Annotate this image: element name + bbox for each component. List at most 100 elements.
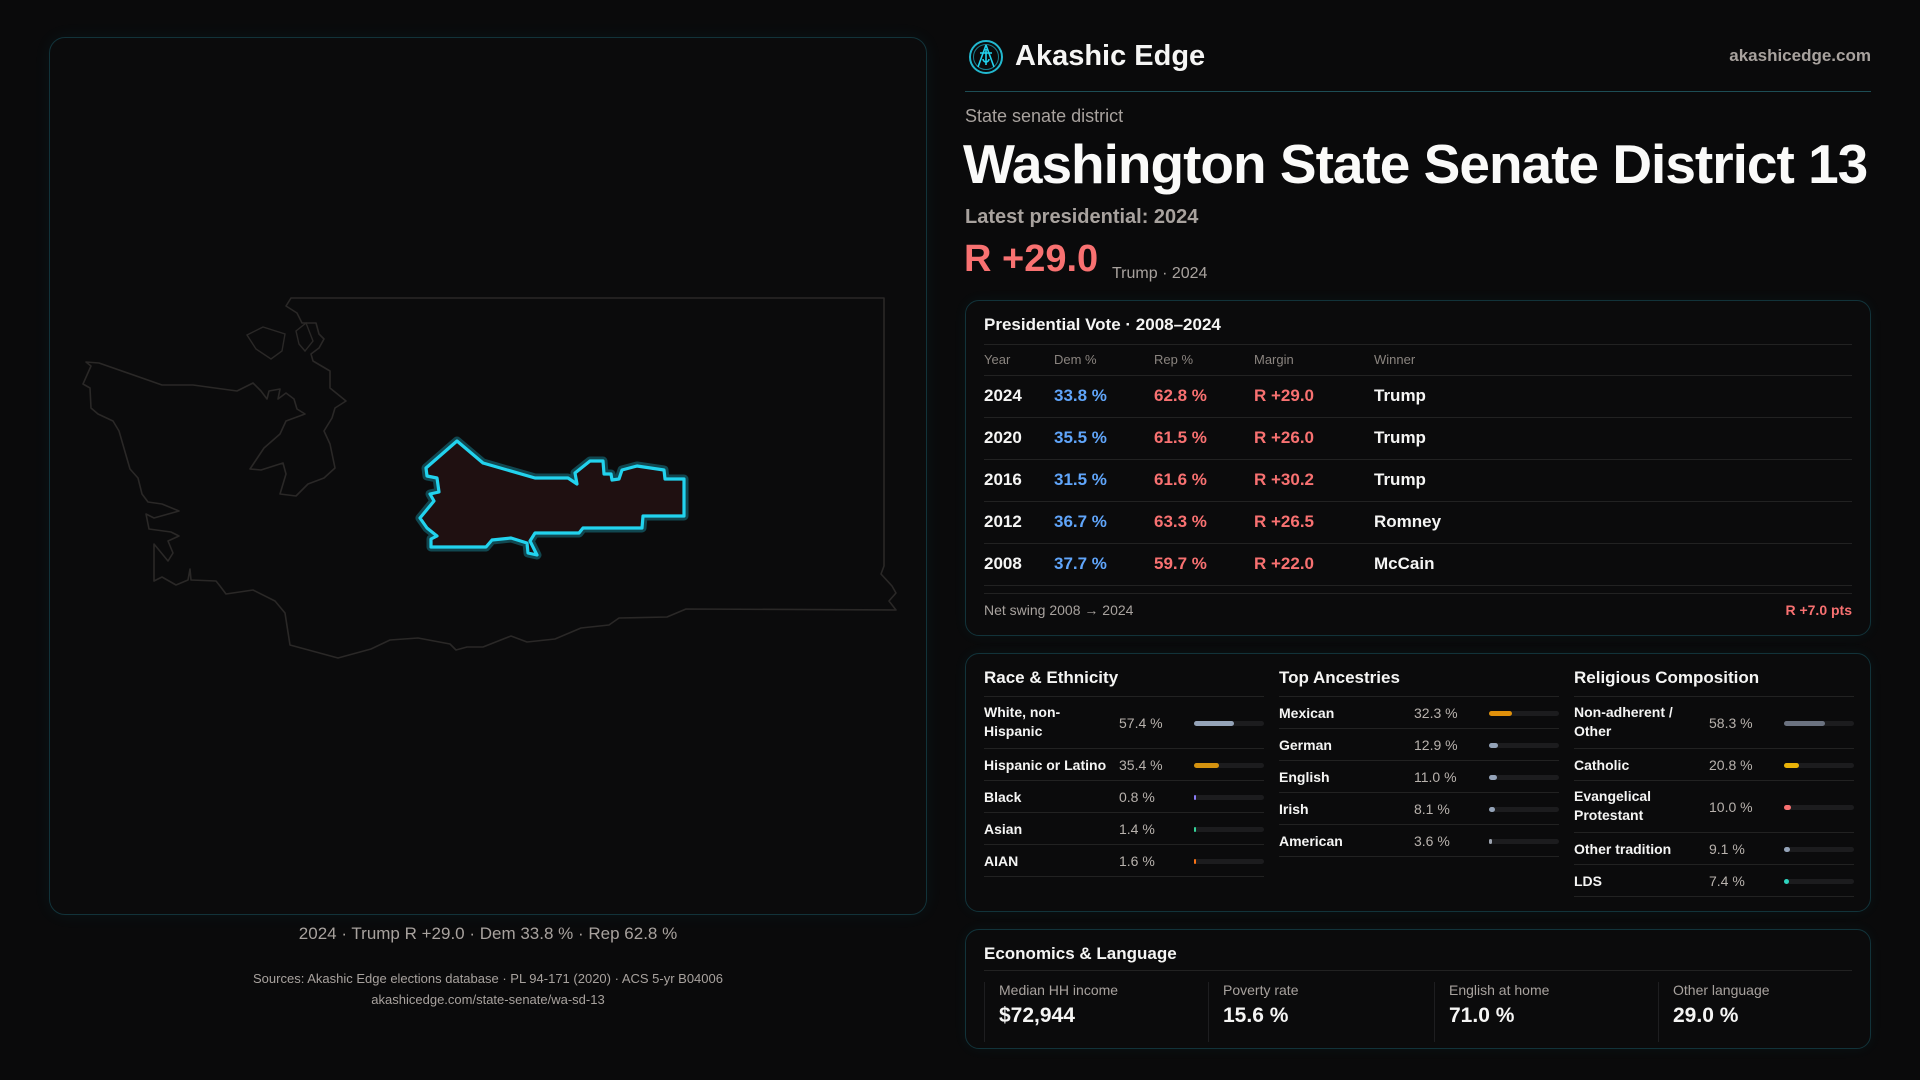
cell-rep: 61.5 % — [1154, 428, 1207, 447]
cell-rep: 61.6 % — [1154, 470, 1207, 489]
demographic-row: White, non-Hispanic 57.4 % — [984, 697, 1264, 749]
cell-margin: R +26.0 — [1254, 428, 1315, 447]
row-value: 11.0 % — [1414, 769, 1457, 785]
net-swing-value: R +7.0 pts — [1785, 602, 1852, 618]
row-divider — [984, 585, 1852, 586]
section-title: Religious Composition — [1574, 668, 1760, 687]
column-header: Winner — [1374, 352, 1416, 367]
bar-track — [1194, 763, 1264, 768]
demographic-row: Mexican 32.3 % — [1279, 697, 1559, 729]
stat-value: $72,944 — [999, 1004, 1075, 1027]
district-map[interactable] — [50, 38, 928, 916]
stat-value: 29.0 % — [1673, 1004, 1739, 1027]
divider — [984, 593, 1852, 594]
row-value: 57.4 % — [1119, 715, 1163, 731]
bar-fill — [1784, 847, 1791, 852]
cell-year: 2024 — [984, 386, 1022, 405]
row-label: Mexican — [1279, 705, 1335, 721]
stat-value: 15.6 % — [1223, 1004, 1289, 1027]
cell-rep: 59.7 % — [1154, 554, 1207, 573]
demographic-row: American 3.6 % — [1279, 825, 1559, 857]
headline-margin: R +29.0 — [964, 238, 1099, 280]
row-label: White, non-Hispanic — [984, 704, 1061, 739]
religious-composition-section: Religious Composition Non-adherent / Othe… — [1574, 654, 1854, 911]
row-value: 10.0 % — [1709, 799, 1753, 815]
demographic-row: Evangelical Protestant 10.0 % — [1574, 781, 1854, 833]
row-value: 12.9 % — [1414, 737, 1458, 753]
bar-track — [1194, 721, 1264, 726]
island-outline — [245, 326, 286, 360]
row-label: AIAN — [984, 853, 1019, 869]
bar-track — [1489, 775, 1559, 780]
stat-label: English at home — [1449, 982, 1550, 998]
stat-median-hh-income: Median HH income $72,944 — [984, 982, 1204, 1042]
row-label: Black — [984, 789, 1022, 805]
cell-rep: 63.3 % — [1154, 512, 1207, 531]
economics-panel: Economics & Language Median HH income $72… — [965, 929, 1871, 1049]
bar-fill — [1784, 721, 1825, 726]
row-value: 0.8 % — [1119, 789, 1155, 805]
divider — [984, 970, 1852, 971]
divider — [984, 375, 1852, 376]
bar-fill — [1194, 763, 1219, 768]
bar-track — [1784, 721, 1854, 726]
row-label: Catholic — [1574, 757, 1630, 773]
cell-margin: R +22.0 — [1254, 554, 1315, 573]
row-divider — [984, 501, 1852, 502]
demographic-row: Hispanic or Latino 35.4 % — [984, 749, 1264, 781]
demographic-row: Non-adherent / Other 58.3 % — [1574, 697, 1854, 749]
row-divider — [984, 459, 1852, 460]
cell-winner: Trump — [1374, 428, 1426, 447]
cell-year: 2008 — [984, 554, 1022, 573]
map-panel[interactable] — [49, 37, 927, 915]
row-value: 7.4 % — [1709, 873, 1745, 889]
site-link[interactable]: akashicedge.com — [1729, 46, 1871, 65]
demographic-row: Black 0.8 % — [984, 781, 1264, 813]
district-highlight[interactable] — [418, 439, 686, 557]
cell-dem: 33.8 % — [1054, 386, 1107, 405]
row-label: German — [1279, 737, 1332, 753]
demographics-panel: Race & Ethnicity White, non-Hispanic 57.4 … — [965, 653, 1871, 912]
bar-track — [1194, 795, 1264, 800]
stat-value: 71.0 % — [1449, 1004, 1515, 1027]
bar-fill — [1784, 805, 1791, 810]
demographic-row: English 11.0 % — [1279, 761, 1559, 793]
row-label: English — [1279, 769, 1330, 785]
stat-other-language: Other language 29.0 % — [1658, 982, 1878, 1042]
cell-dem: 35.5 % — [1054, 428, 1107, 447]
stat-english-at-home: English at home 71.0 % — [1434, 982, 1654, 1042]
panel-title: Economics & Language — [984, 944, 1177, 963]
cell-winner: McCain — [1374, 554, 1435, 573]
map-caption: 2024 · Trump R +29.0 · Dem 33.8 % · Rep … — [298, 924, 678, 943]
stat-label: Poverty rate — [1223, 982, 1299, 998]
row-divider — [984, 543, 1852, 544]
akashic-logo-icon — [969, 40, 1003, 74]
divider — [1279, 696, 1559, 697]
presidential-vote-panel: Presidential Vote · 2008–2024 Year Dem % R… — [965, 300, 1871, 636]
latest-presidential: Latest presidential: 2024 — [965, 206, 1199, 228]
demographic-row: Catholic 20.8 % — [1574, 749, 1854, 781]
stat-label: Other language — [1673, 982, 1770, 998]
bar-track — [1489, 807, 1559, 812]
row-value: 8.1 % — [1414, 801, 1450, 817]
row-label: Non-adherent / Other — [1574, 704, 1673, 739]
table-row: 2020 35.5 % 61.5 % R +26.0 Trump — [966, 418, 1870, 460]
demographic-row: Other tradition 9.1 % — [1574, 833, 1854, 865]
bar-fill — [1489, 711, 1512, 716]
bar-track — [1489, 711, 1559, 716]
cell-winner: Romney — [1374, 512, 1442, 531]
cell-dem: 37.7 % — [1054, 554, 1107, 573]
demographic-row: Asian 1.4 % — [984, 813, 1264, 845]
sources-text: Sources: Akashic Edge elections database… — [253, 971, 723, 986]
page-url[interactable]: akashicedge.com/state-senate/wa-sd-13 — [371, 992, 605, 1007]
row-label: LDS — [1574, 873, 1602, 889]
bar-fill — [1194, 827, 1196, 832]
net-swing-label: Net swing 2008 → 2024 — [984, 602, 1134, 618]
cell-winner: Trump — [1374, 470, 1426, 489]
row-value: 20.8 % — [1709, 757, 1753, 773]
divider — [984, 696, 1264, 697]
cell-margin: R +30.2 — [1254, 470, 1315, 489]
bar-track — [1784, 763, 1854, 768]
bar-track — [1489, 839, 1559, 844]
divider — [984, 344, 1852, 345]
